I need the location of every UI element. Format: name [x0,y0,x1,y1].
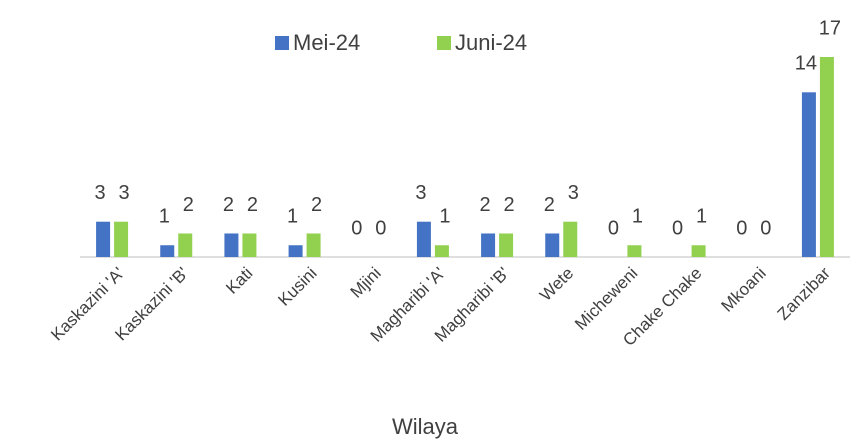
value-label: 2 [544,194,555,216]
bar [691,245,706,257]
value-label: 1 [632,206,643,228]
bar [819,57,834,257]
legend-label: Mei-24 [293,30,360,55]
bar [114,221,129,257]
value-label: 14 [795,53,817,75]
value-label: 2 [480,194,491,216]
value-label: 3 [568,182,579,204]
bar [801,92,816,257]
bar [160,245,175,257]
value-label: 1 [287,206,298,228]
value-label: 0 [760,217,771,239]
bar [306,233,321,257]
value-label: 17 [819,17,841,39]
value-label: 1 [159,206,170,228]
value-label: 0 [608,217,619,239]
bar [416,221,431,257]
bar [545,233,560,257]
x-axis-title: Wilaya [392,414,459,439]
value-label: 2 [311,194,322,216]
value-label: 1 [696,206,707,228]
bar [96,221,111,257]
bar [178,233,193,257]
value-label: 0 [351,217,362,239]
x-tick-label: Kati [222,264,256,298]
bar [627,245,642,257]
value-label: 1 [439,206,450,228]
value-label: 2 [247,194,258,216]
bar [499,233,514,257]
x-tick-label: Kusini [274,264,320,310]
x-tick-label: Wete [536,264,577,305]
value-label: 3 [95,182,106,204]
legend-swatch [437,36,451,50]
bar [563,221,578,257]
legend-label: Juni-24 [455,30,527,55]
bar [242,233,257,257]
x-tick-label: Micheweni [571,264,641,334]
value-label: 0 [375,217,386,239]
bar [288,245,303,257]
value-label: 0 [736,217,747,239]
value-label: 2 [223,194,234,216]
value-label: 2 [504,194,515,216]
x-tick-label: Zanzibar [774,263,834,323]
legend-swatch [275,36,289,50]
value-label: 2 [183,194,194,216]
bar [481,233,496,257]
x-tick-label: Mjini [347,264,385,302]
value-label: 3 [415,182,426,204]
value-label: 0 [672,217,683,239]
bar [224,233,239,257]
value-label: 3 [119,182,130,204]
bar [434,245,449,257]
x-tick-label: Mkoani [718,264,770,316]
